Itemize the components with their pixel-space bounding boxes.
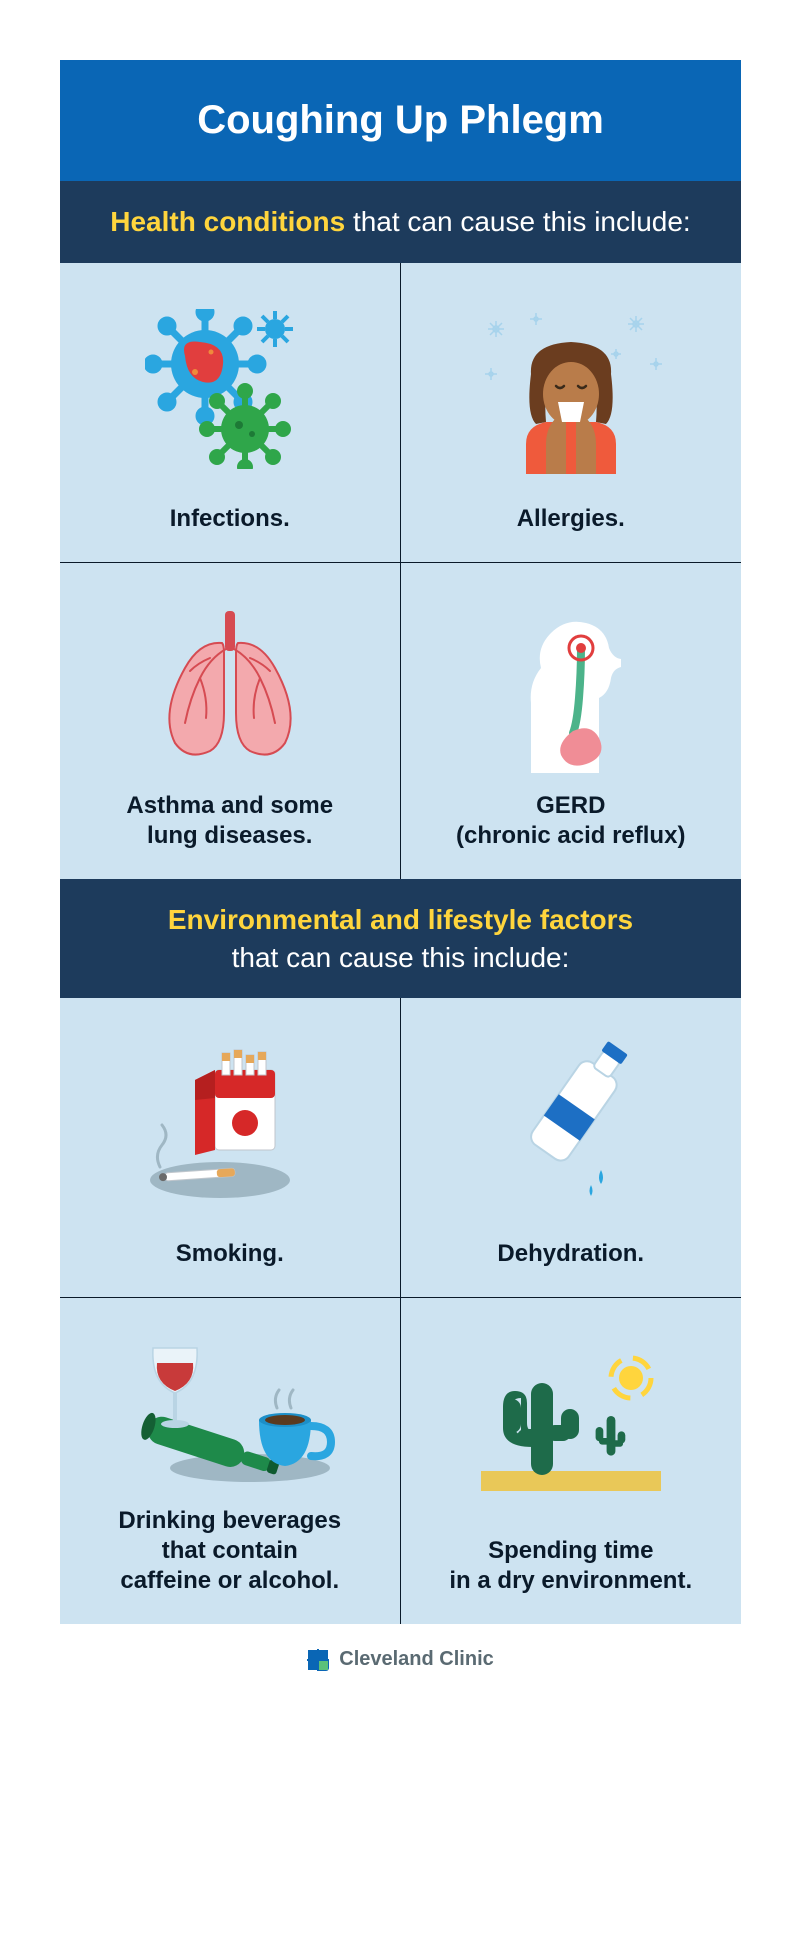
cleveland-clinic-logo xyxy=(307,1649,329,1671)
grid-section-1: Infections. xyxy=(60,263,741,879)
cell-smoking: Smoking. xyxy=(60,998,401,1298)
desert-cactus-icon xyxy=(421,1328,722,1518)
acid-reflux-icon xyxy=(421,593,722,773)
footer-text: Cleveland Clinic xyxy=(339,1648,494,1671)
cell-gerd: GERD(chronic acid reflux) xyxy=(401,563,742,879)
footer: Cleveland Clinic xyxy=(60,1624,741,1697)
section-2-highlight: Environmental and lifestyle factors xyxy=(168,904,633,935)
cigarettes-icon xyxy=(80,1028,380,1221)
label-dehydration: Dehydration. xyxy=(497,1239,644,1269)
label-infections: Infections. xyxy=(170,504,290,534)
sneezing-person-icon xyxy=(421,293,722,486)
label-dry-env: Spending timein a dry environment. xyxy=(449,1536,692,1596)
grid-section-2: Smoking. xyxy=(60,998,741,1624)
cell-allergies: Allergies. xyxy=(401,263,742,563)
section-1-highlight: Health conditions xyxy=(110,206,345,237)
label-asthma: Asthma and somelung diseases. xyxy=(126,791,333,851)
infographic-title: Coughing Up Phlegm xyxy=(80,98,721,143)
label-smoking: Smoking. xyxy=(176,1239,284,1269)
label-gerd: GERD(chronic acid reflux) xyxy=(456,791,685,851)
drinks-icon xyxy=(80,1328,380,1488)
section-1-rest: that can cause this include: xyxy=(345,206,691,237)
empty-bottle-icon xyxy=(421,1028,722,1221)
cell-infections: Infections. xyxy=(60,263,401,563)
germs-icon xyxy=(80,293,380,486)
section-header-1: Health conditions that can cause this in… xyxy=(60,181,741,263)
label-beverages: Drinking beveragesthat containcaffeine o… xyxy=(118,1506,341,1596)
cell-dry-environment: Spending timein a dry environment. xyxy=(401,1298,742,1624)
label-allergies: Allergies. xyxy=(517,504,625,534)
title-bar: Coughing Up Phlegm xyxy=(60,60,741,181)
cell-dehydration: Dehydration. xyxy=(401,998,742,1298)
section-2-rest: that can cause this include: xyxy=(232,942,570,973)
infographic-root: Coughing Up Phlegm Health conditions tha… xyxy=(0,0,801,1757)
cell-beverages: Drinking beveragesthat containcaffeine o… xyxy=(60,1298,401,1624)
cell-asthma: Asthma and somelung diseases. xyxy=(60,563,401,879)
section-header-2: Environmental and lifestyle factors that … xyxy=(60,879,741,999)
lungs-icon xyxy=(80,593,380,773)
